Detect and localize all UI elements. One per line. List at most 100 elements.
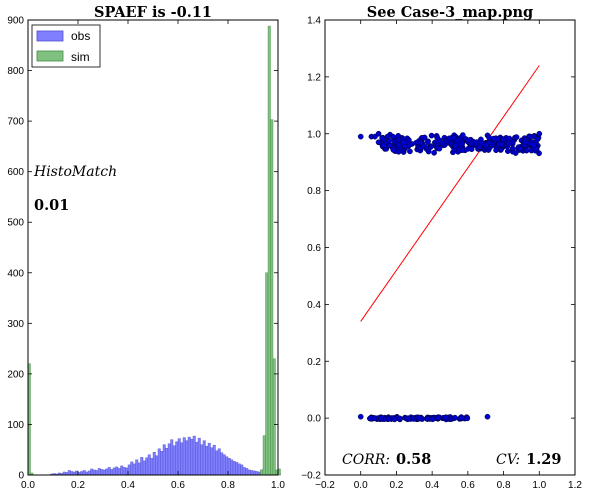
legend-label-obs: obs <box>71 29 90 43</box>
scatter-point <box>510 146 515 151</box>
histogram-bar-sim <box>271 120 274 475</box>
histogram-bar-obs <box>216 451 219 475</box>
histogram-bar-obs <box>168 444 171 475</box>
histomatch-label: HistoMatch <box>33 164 117 180</box>
histogram-bar-obs <box>141 457 144 475</box>
scatter-point <box>426 149 431 154</box>
scatter-xtick-label-0-6: 0.6 <box>461 480 475 491</box>
scatter-ytick-label-0-2: 0.2 <box>307 357 321 368</box>
scatter-point <box>396 149 401 154</box>
scatter-point <box>430 417 435 422</box>
scatter-point <box>459 415 464 420</box>
histogram-bar-obs <box>203 441 206 475</box>
scatter-point <box>407 149 412 154</box>
scatter-point <box>390 134 395 139</box>
histogram-ticks: 0.0 0.2 0.4 0.6 0.8 1.00100200300400500600700… <box>7 16 285 492</box>
histogram-bar-obs <box>148 455 151 475</box>
histogram-bar-obs <box>143 461 146 475</box>
scatter-point <box>443 415 448 420</box>
scatter-ytick-label-neg-0-2: −0.2 <box>301 471 321 482</box>
scatter-point <box>531 143 536 148</box>
scatter-point <box>460 148 465 153</box>
histogram-bar-obs <box>113 468 116 475</box>
histogram-bar-obs <box>171 440 174 475</box>
scatter-point <box>518 146 523 151</box>
histogram-bar-obs <box>118 468 121 475</box>
histogram-bar-obs <box>201 445 204 475</box>
scatter-frame <box>325 20 575 475</box>
scatter-point <box>499 142 504 147</box>
scatter-panel: See Case-3_map.png −0.2 0.0 0.2 0.4 0.6 0.8 1.… <box>301 4 582 491</box>
histogram-bar-obs <box>106 469 109 475</box>
histogram-bar-obs <box>151 458 154 475</box>
scatter-point <box>466 138 471 143</box>
legend-swatch-obs <box>37 31 63 41</box>
histogram-bar-obs <box>163 445 166 475</box>
scatter-point <box>495 137 500 142</box>
histogram-bar-obs <box>181 443 184 475</box>
histogram-bar-obs <box>186 441 189 475</box>
scatter-point <box>376 140 381 145</box>
scatter-point <box>483 143 488 148</box>
scatter-points <box>358 131 542 422</box>
scatter-point <box>505 149 510 154</box>
scatter-point <box>436 415 441 420</box>
histogram-ytick-label-300: 300 <box>7 319 24 330</box>
scatter-point <box>418 140 423 145</box>
fit-line <box>361 66 540 322</box>
scatter-point <box>392 417 397 422</box>
histogram-bar-obs <box>136 460 139 475</box>
scatter-point <box>478 141 483 146</box>
scatter-ytick-label-0-8: 0.8 <box>307 186 321 197</box>
histogram-bars <box>28 26 281 475</box>
histogram-bar-obs <box>213 445 216 475</box>
histogram-bar-obs <box>236 462 239 475</box>
legend: obs sim <box>32 25 100 67</box>
histogram-bar-obs <box>146 458 149 475</box>
histogram-xtick-label-0-0: 0.0 <box>21 480 35 491</box>
scatter-point <box>421 135 426 140</box>
histogram-ytick-label-100: 100 <box>7 420 24 431</box>
histogram-bar-obs <box>191 439 194 475</box>
scatter-point <box>437 146 442 151</box>
histogram-bar-obs <box>206 446 209 475</box>
histogram-bar-obs <box>98 468 101 475</box>
histogram-bar-obs <box>208 443 211 475</box>
histogram-bar-obs <box>241 465 244 475</box>
histogram-xtick-label-1-0: 1.0 <box>271 480 285 491</box>
corr-annotation: CORR: 0.58 <box>342 451 431 468</box>
scatter-point <box>452 415 457 420</box>
scatter-point <box>513 150 518 155</box>
histogram-ytick-label-900: 900 <box>7 16 24 27</box>
histogram-ytick-label-700: 700 <box>7 117 24 128</box>
legend-label-sim: sim <box>71 50 90 64</box>
histomatch-value: 0.01 <box>34 197 69 214</box>
scatter-point <box>401 140 406 145</box>
histogram-bar-obs <box>176 442 179 475</box>
histogram-bar-obs <box>256 471 259 475</box>
histogram-bar-obs <box>156 456 159 475</box>
scatter-point <box>514 135 519 140</box>
scatter-point <box>452 135 457 140</box>
histogram-bar-obs <box>81 471 84 475</box>
corr-label: CORR: <box>342 452 390 468</box>
histogram-bar-obs <box>196 442 199 475</box>
scatter-point <box>386 416 391 421</box>
scatter-fit-line <box>361 66 540 322</box>
histogram-ytick-label-500: 500 <box>7 218 24 229</box>
scatter-point <box>522 140 527 145</box>
histogram-bar-obs <box>188 437 191 475</box>
cv-annotation: CV: 1.29 <box>496 451 561 468</box>
histogram-bar-obs <box>93 470 96 475</box>
histogram-bar-obs <box>103 470 106 475</box>
cv-value: 1.29 <box>526 451 561 468</box>
scatter-point <box>379 415 384 420</box>
histogram-bar-obs <box>91 469 94 475</box>
histogram-bar-obs <box>221 453 224 475</box>
histogram-bar-obs <box>131 462 134 475</box>
histogram-bar-obs <box>133 464 136 475</box>
histogram-ytick-label-0: 0 <box>18 471 24 482</box>
histogram-ytick-label-400: 400 <box>7 268 24 279</box>
scatter-point <box>417 416 422 421</box>
scatter-point <box>453 144 458 149</box>
